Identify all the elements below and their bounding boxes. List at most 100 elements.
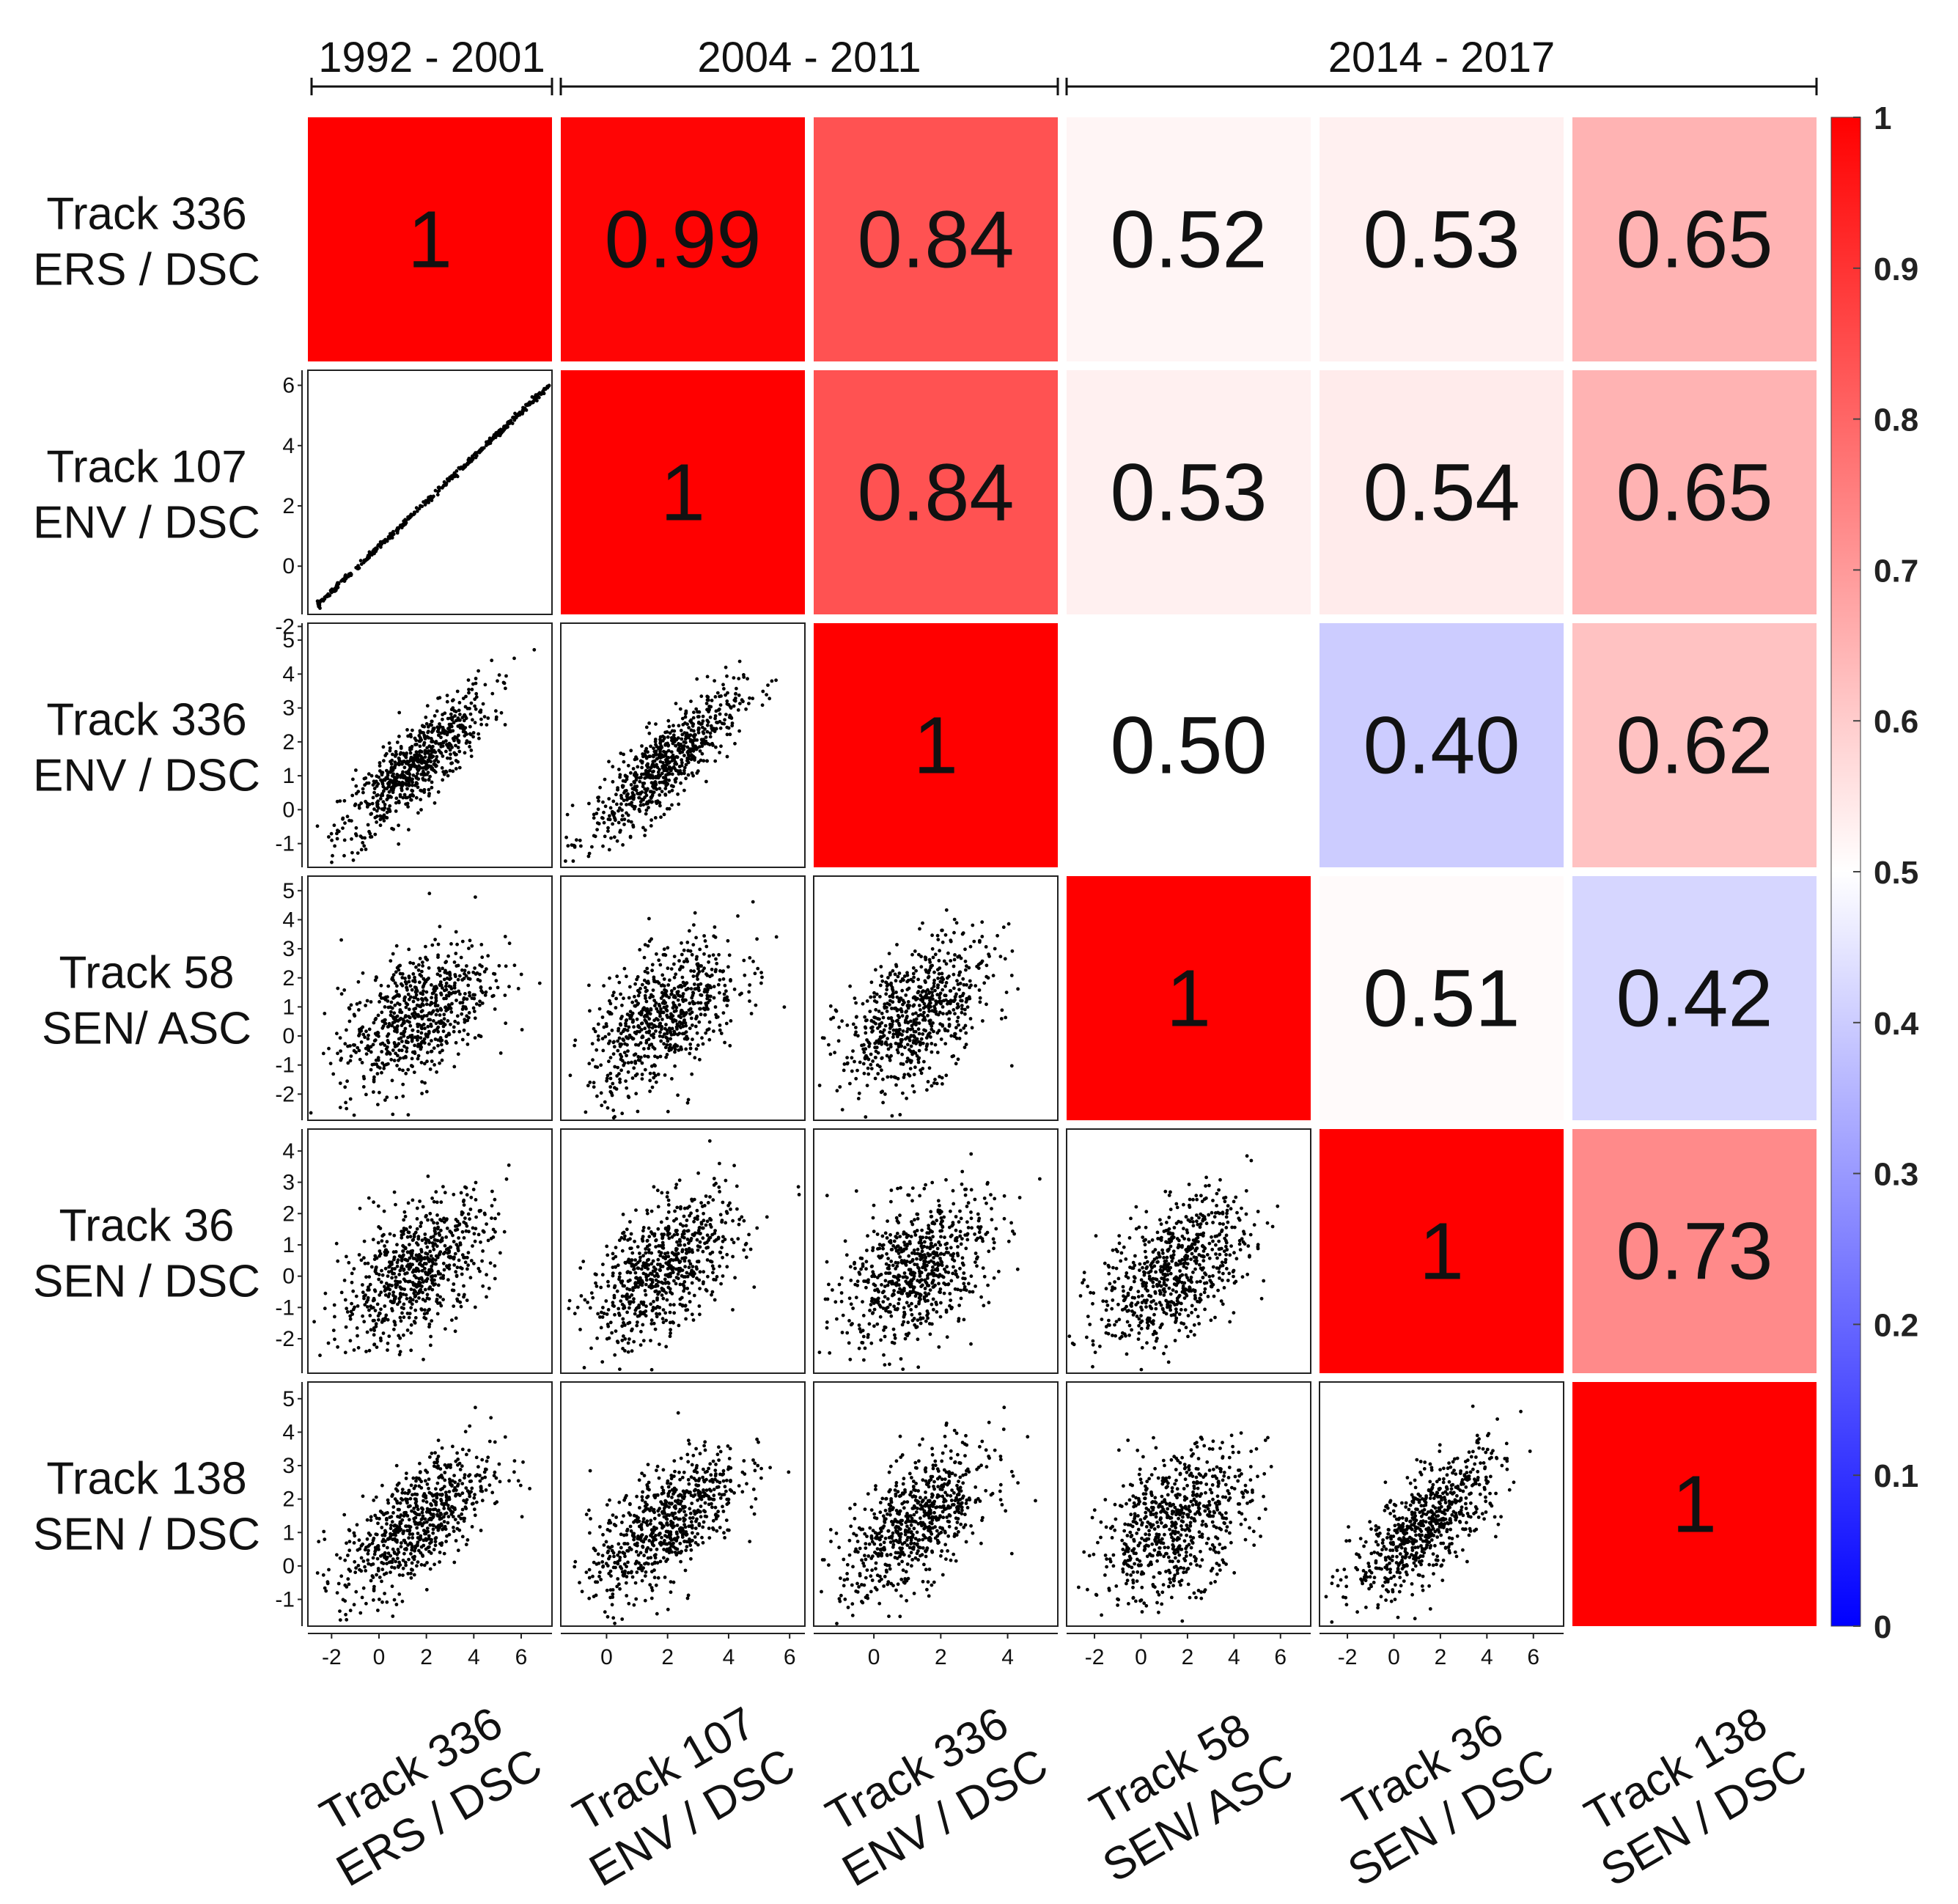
scatter-point — [647, 1037, 651, 1041]
scatter-point — [954, 921, 959, 925]
scatter-point — [504, 686, 507, 691]
heatmap-cell — [1067, 117, 1311, 361]
scatter-point — [396, 1344, 400, 1348]
scatter-point — [869, 1026, 873, 1030]
scatter-point — [596, 795, 600, 800]
scatter-point — [386, 1348, 389, 1352]
scatter-point — [413, 736, 417, 740]
scatter-point — [630, 1060, 633, 1065]
scatter-point — [504, 674, 508, 678]
scatter-point — [667, 806, 671, 811]
scatter-point — [430, 1287, 435, 1292]
scatter-point — [952, 957, 957, 962]
scatter-point — [765, 693, 768, 696]
scatter-point — [698, 1287, 702, 1290]
scatter-point — [738, 702, 742, 705]
scatter-point — [334, 588, 338, 592]
scatter-point — [714, 745, 718, 749]
scatter-point — [644, 1019, 648, 1023]
scatter-point — [946, 951, 950, 955]
scatter-point — [881, 1015, 886, 1020]
scatter-point — [454, 1218, 458, 1221]
scatter-point — [514, 416, 518, 420]
scatter-point — [348, 1317, 353, 1321]
scatter-point — [564, 835, 568, 839]
scatter-point — [432, 1199, 436, 1204]
scatter-point — [885, 1005, 888, 1010]
scatter-point — [419, 1248, 423, 1251]
scatter-point — [643, 1054, 647, 1058]
scatter-point — [620, 1003, 624, 1007]
scatter-point — [699, 1007, 702, 1011]
scatter-point — [366, 1295, 370, 1300]
scatter-point — [423, 1232, 427, 1236]
scatter-point — [884, 992, 888, 996]
scatter-point — [458, 1001, 463, 1005]
scatter-point — [328, 1062, 333, 1065]
scatter-point — [473, 966, 476, 970]
scatter-point — [411, 1198, 415, 1202]
scatter-point — [439, 1304, 444, 1308]
scatter-point — [409, 798, 413, 802]
scatter-point — [416, 1056, 420, 1061]
scatter-point — [648, 1071, 652, 1076]
scatter-point — [927, 1031, 932, 1035]
scatter-point — [835, 1089, 839, 1093]
scatter-point — [602, 820, 606, 825]
scatter-point — [352, 1113, 356, 1117]
scatter-point — [465, 1018, 470, 1023]
scatter-point — [430, 1281, 435, 1285]
scatter-point — [359, 848, 364, 852]
scatter-point — [963, 1012, 967, 1016]
scatter-point — [615, 1289, 619, 1293]
scatter-point — [608, 806, 613, 810]
scatter-point — [436, 1043, 440, 1048]
scatter-point — [698, 749, 702, 753]
scatter-point — [454, 1273, 459, 1278]
scatter-point — [382, 819, 386, 823]
scatter-point — [874, 1007, 878, 1012]
scatter-point — [587, 851, 592, 856]
scatter-point — [412, 1320, 416, 1323]
scatter-point — [702, 1211, 705, 1216]
scatter-point — [454, 1228, 457, 1232]
scatter-point — [912, 1073, 916, 1076]
scatter-point — [931, 1021, 935, 1025]
scatter-point — [622, 966, 627, 971]
scatter-point — [695, 1031, 699, 1035]
scatter-point — [644, 746, 649, 751]
scatter-point — [344, 1325, 348, 1329]
scatter-point — [427, 729, 430, 733]
scatter-point — [335, 837, 339, 841]
scatter-point — [418, 744, 422, 749]
scatter-point — [422, 1315, 427, 1320]
scatter-point — [385, 768, 389, 773]
scatter-point — [428, 723, 433, 727]
scatter-point — [401, 795, 405, 800]
scatter-point — [629, 1232, 633, 1236]
scatter-point — [345, 1306, 349, 1311]
scatter-point — [452, 1065, 457, 1069]
scatter-point — [479, 710, 483, 714]
scatter-point — [457, 1258, 461, 1262]
scatter-point — [435, 764, 438, 768]
scatter-point — [611, 1081, 615, 1086]
scatter-point — [430, 719, 434, 724]
scatter-point — [456, 1052, 460, 1056]
scatter-point — [452, 1240, 456, 1243]
scatter-point — [984, 974, 989, 979]
scatter-point — [729, 706, 733, 710]
scatter-point — [472, 1232, 476, 1236]
scatter-point — [375, 801, 379, 805]
scatter-point — [426, 1175, 430, 1178]
scatter-point — [444, 1009, 448, 1012]
scatter-point — [961, 977, 965, 981]
scatter-point — [673, 1064, 677, 1068]
scatter-point — [493, 435, 498, 440]
scatter-point — [943, 993, 947, 998]
scatter-point — [693, 911, 697, 915]
scatter-point — [701, 1042, 705, 1046]
scatter-point — [418, 957, 422, 960]
scatter-point — [645, 800, 649, 804]
scatter-point — [408, 767, 412, 771]
